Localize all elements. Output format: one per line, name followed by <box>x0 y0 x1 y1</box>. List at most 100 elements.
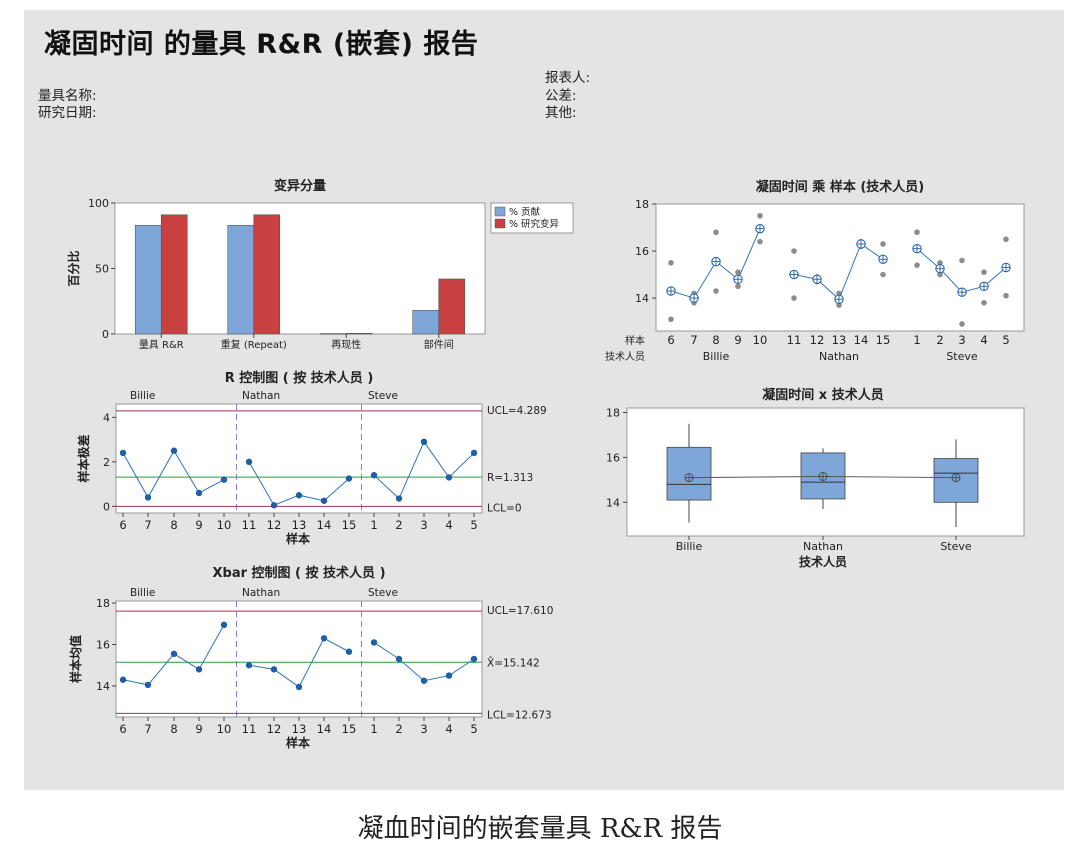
bypart-observation-point <box>713 229 719 236</box>
components-bar <box>319 333 347 335</box>
bypart-observation-point <box>959 321 965 327</box>
components-bar <box>345 333 373 335</box>
xbar-ylabel: 样本均值 <box>68 635 83 683</box>
xbar-point <box>395 655 403 663</box>
bypart-part-label: 12 <box>810 333 825 347</box>
bypart-part-label: 1 <box>913 333 920 347</box>
components-legend-label: % 研究变异 <box>509 218 560 230</box>
components-legend-label: % 贡献 <box>509 206 541 218</box>
rchart-title: R 控制图 ( 按 技术人员 ) <box>225 370 374 386</box>
rchart-point <box>195 489 203 497</box>
rchart-lcl-label: LCL=0 <box>487 502 522 514</box>
components-bar <box>134 224 162 335</box>
xbar-ytick-label: 16 <box>96 639 110 652</box>
xbar-operator-label: Nathan <box>242 587 280 599</box>
rchart-xtick-label: 6 <box>119 518 126 532</box>
rchart-ytick-label: 4 <box>103 411 110 424</box>
xbar-lcl-label: LCL=12.673 <box>487 709 552 721</box>
xbar-point <box>320 635 328 642</box>
rchart-xtick-label: 3 <box>420 518 427 532</box>
bypart-part-label: 5 <box>1002 333 1009 347</box>
bypart-part-label: 11 <box>787 333 802 347</box>
xbar-xtick-label: 7 <box>144 722 151 736</box>
rchart-xtick-label: 4 <box>445 518 452 532</box>
xbar-xtick-label: 2 <box>395 722 402 736</box>
xbar-xtick-label: 12 <box>267 722 282 736</box>
bypart-part-label: 4 <box>980 333 987 347</box>
bypart-observation-point <box>757 212 763 219</box>
other-label: 其他: <box>545 105 577 121</box>
rchart-point <box>220 476 228 483</box>
bypart-observation-point <box>757 238 763 245</box>
bypart-observation-point <box>1003 236 1009 243</box>
bypart-observation-point <box>668 316 674 323</box>
components-category-label: 量具 R&R <box>139 339 184 351</box>
xbar-xtick-label: 6 <box>119 722 126 736</box>
rchart-xtick-label: 10 <box>217 518 232 532</box>
rchart-ylabel: 样本极差 <box>76 434 91 482</box>
bypart-part-label: 2 <box>936 333 943 347</box>
xbar-point <box>470 655 478 663</box>
rchart-point <box>345 475 353 482</box>
rchart-point <box>370 471 378 479</box>
components-legend-swatch <box>494 206 506 217</box>
xbar-xlabel: 样本 <box>286 735 310 750</box>
xbar-xtick-label: 1 <box>370 722 377 736</box>
bypart-observation-point <box>735 269 741 276</box>
components-category-label: 再现性 <box>331 338 361 351</box>
xbar-xtick-label: 4 <box>445 722 452 736</box>
rchart-xlabel: 样本 <box>286 531 310 546</box>
components-bar <box>253 214 281 335</box>
rchart-xtick-label: 12 <box>267 518 282 532</box>
reporter-label: 报表人: <box>545 70 591 86</box>
xbar-xtick-label: 14 <box>317 722 332 736</box>
bypart-part-label: 10 <box>753 333 768 347</box>
rchart-xtick-label: 9 <box>195 518 202 532</box>
rchart-center-label: R=1.313 <box>487 472 533 484</box>
bypart-part-label: 6 <box>667 333 674 347</box>
xbar-point <box>245 662 253 669</box>
components-ytick-label: 0 <box>102 328 109 341</box>
rchart-operator-label: Nathan <box>242 390 280 402</box>
rchart-plot-area <box>115 403 483 514</box>
rchart-xtick-label: 5 <box>470 518 477 532</box>
xbar-point <box>295 683 303 691</box>
bypart-operator-label: Nathan <box>819 350 859 363</box>
bypart-part-label: 13 <box>832 333 847 347</box>
components-ytick-label: 100 <box>88 197 109 210</box>
xbar-xtick-label: 15 <box>342 722 357 736</box>
boxplot-ytick-label: 14 <box>606 496 620 509</box>
rchart-point <box>420 438 428 446</box>
components-bar <box>412 310 440 335</box>
boxplot-ytick-label: 16 <box>606 451 620 464</box>
xbar-operator-label: Billie <box>130 587 155 599</box>
rchart-point <box>170 447 178 454</box>
components-bar <box>227 224 255 335</box>
bypart-part-label: 9 <box>734 333 741 347</box>
components-title: 变异分量 <box>274 178 326 194</box>
bypart-operator-label: Billie <box>703 350 730 363</box>
xbar-point <box>170 650 178 658</box>
xbar-point <box>119 676 127 683</box>
xbar-center-label: X̄=15.142 <box>487 656 540 669</box>
xbar-plot-area <box>115 600 483 718</box>
xbar-xtick-label: 11 <box>242 722 257 736</box>
rchart-xtick-label: 11 <box>242 518 257 532</box>
rchart-point <box>144 494 152 501</box>
xbar-xtick-label: 5 <box>470 722 477 736</box>
bypart-row-label-operator: 技术人员 <box>605 350 645 363</box>
bypart-part-label: 3 <box>958 333 965 347</box>
report-title: 凝固时间 的量具 R&R (嵌套) 报告 <box>44 29 479 60</box>
bypart-observation-point <box>914 229 920 236</box>
xbar-point <box>345 648 353 655</box>
bypart-observation-point <box>981 269 987 276</box>
bypart-observation-point <box>1003 292 1009 299</box>
components-legend-swatch <box>494 218 506 229</box>
bypart-observation-point <box>791 248 797 254</box>
bypart-operator-label: Steve <box>946 350 978 363</box>
rchart-operator-label: Steve <box>368 390 398 402</box>
rchart-point <box>270 502 278 509</box>
rchart-point <box>395 495 403 502</box>
rchart-ucl-label: UCL=4.289 <box>487 405 547 417</box>
